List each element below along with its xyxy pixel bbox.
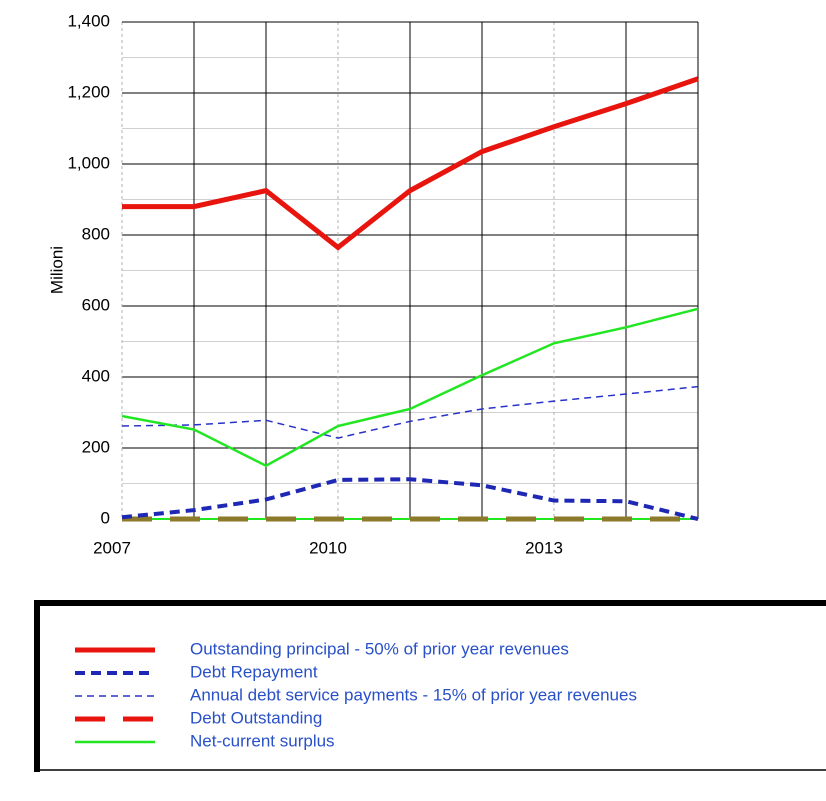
series-line [122, 76, 699, 251]
series-line [121, 477, 699, 521]
legend-frame [34, 600, 826, 772]
y-tick-label: 600 [82, 295, 110, 314]
series-line [121, 385, 699, 439]
y-tick-label: 0 [101, 508, 110, 527]
y-axis-label: Milioni [47, 246, 66, 294]
y-tick-label: 200 [82, 437, 110, 456]
legend-label: Debt Outstanding [190, 708, 322, 727]
y-tick-label: 1,400 [67, 11, 110, 30]
series-line [121, 307, 699, 468]
legend-label: Net-current surplus [190, 731, 335, 750]
y-tick-label: 400 [82, 366, 110, 385]
y-tick-label: 1,200 [67, 82, 110, 101]
x-tick-label: 2007 [93, 538, 131, 557]
y-tick-label: 800 [82, 224, 110, 243]
x-tick-label: 2013 [525, 538, 563, 557]
x-tick-label: 2010 [309, 538, 347, 557]
legend-label: Annual debt service payments - 15% of pr… [190, 685, 637, 704]
legend-label: Outstanding principal - 50% of prior yea… [190, 639, 569, 658]
legend-label: Debt Repayment [190, 662, 318, 681]
y-tick-label: 1,000 [67, 153, 110, 172]
